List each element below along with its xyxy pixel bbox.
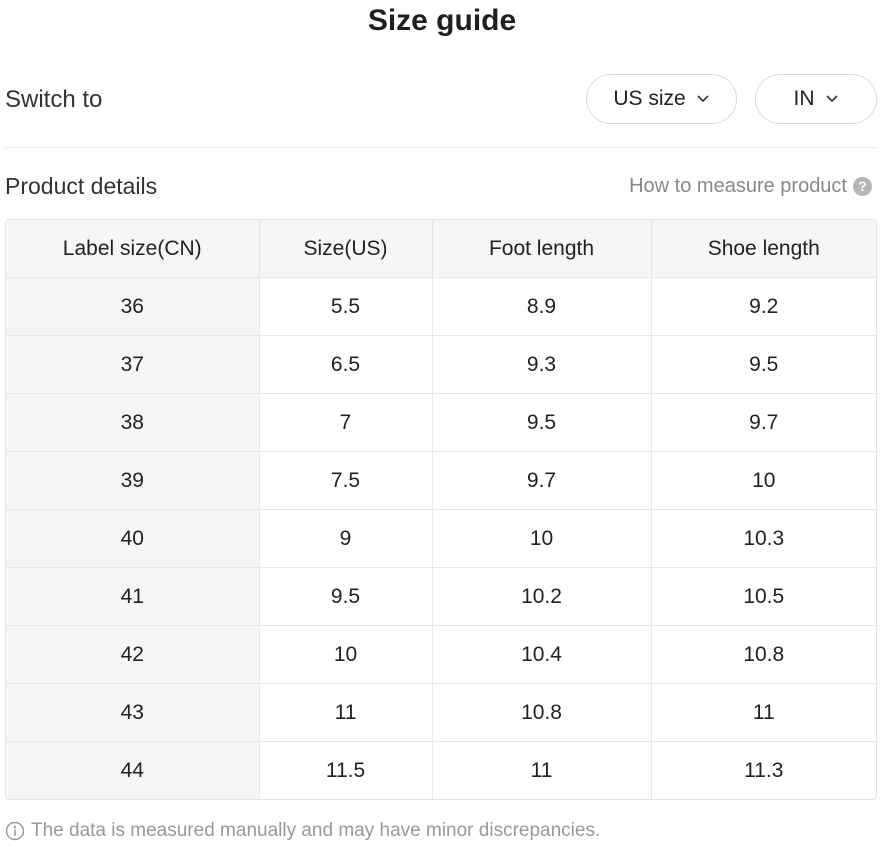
unit-dropdown[interactable]: IN [755, 74, 877, 124]
cell-shoe-length: 9.2 [651, 277, 876, 336]
cell-label-size: 38 [6, 393, 260, 452]
cell-label-size: 42 [6, 625, 260, 684]
cell-foot-length: 9.3 [432, 335, 652, 394]
cell-foot-length: 11 [432, 741, 652, 799]
size-system-dropdown[interactable]: US size [586, 74, 737, 124]
cell-shoe-length: 10.8 [651, 625, 876, 684]
cell-foot-length: 10.8 [432, 683, 652, 742]
cell-label-size: 44 [6, 741, 260, 799]
cell-size-us: 5.5 [259, 277, 433, 336]
cell-size-us: 11.5 [259, 741, 433, 799]
info-circle-icon [5, 821, 25, 841]
cell-label-size: 40 [6, 509, 260, 568]
divider [5, 147, 877, 148]
table-row: 44 11.5 11 11.3 [6, 741, 876, 799]
header-label-size: Label size(CN) [6, 220, 260, 278]
cell-size-us: 11 [259, 683, 433, 742]
cell-foot-length: 10 [432, 509, 652, 568]
how-to-measure-link[interactable]: How to measure product ? [629, 166, 872, 206]
header-size-us: Size(US) [259, 220, 433, 278]
cell-label-size: 39 [6, 451, 260, 510]
cell-size-us: 7.5 [259, 451, 433, 510]
table-row: 38 7 9.5 9.7 [6, 393, 876, 452]
size-system-value: US size [613, 87, 686, 110]
header-foot-length: Foot length [432, 220, 652, 278]
cell-foot-length: 8.9 [432, 277, 652, 336]
header-shoe-length: Shoe length [651, 220, 876, 278]
cell-size-us: 9 [259, 509, 433, 568]
how-to-measure-text: How to measure product [629, 175, 847, 197]
cell-label-size: 43 [6, 683, 260, 742]
product-details-label: Product details [5, 173, 158, 199]
cell-shoe-length: 9.5 [651, 335, 876, 394]
cell-foot-length: 9.7 [432, 451, 652, 510]
cell-foot-length: 10.4 [432, 625, 652, 684]
question-circle-icon: ? [853, 176, 872, 196]
cell-foot-length: 10.2 [432, 567, 652, 626]
disclaimer-text: The data is measured manually and may ha… [31, 820, 601, 841]
cell-shoe-length: 9.7 [651, 393, 876, 452]
table-row: 40 9 10 10.3 [6, 509, 876, 568]
product-details-row: Product details How to measure product ? [5, 166, 877, 206]
cell-shoe-length: 10 [651, 451, 876, 510]
cell-label-size: 41 [6, 567, 260, 626]
table-row: 39 7.5 9.7 10 [6, 451, 876, 510]
cell-shoe-length: 10.3 [651, 509, 876, 568]
cell-foot-length: 9.5 [432, 393, 652, 452]
cell-label-size: 37 [6, 335, 260, 394]
unit-value: IN [793, 87, 815, 110]
page-title: Size guide [367, 4, 517, 37]
table-row: 43 11 10.8 11 [6, 683, 876, 742]
disclaimer: The data is measured manually and may ha… [5, 816, 600, 846]
switch-row: Switch to US size IN [5, 74, 877, 126]
table-row: 36 5.5 8.9 9.2 [6, 277, 876, 336]
table-header-row: Label size(CN) Size(US) Foot length Shoe… [6, 220, 876, 278]
table-row: 41 9.5 10.2 10.5 [6, 567, 876, 626]
table-row: 37 6.5 9.3 9.5 [6, 335, 876, 394]
table-row: 42 10 10.4 10.8 [6, 625, 876, 684]
cell-size-us: 9.5 [259, 567, 433, 626]
cell-shoe-length: 11 [651, 683, 876, 742]
switch-label: Switch to [5, 86, 103, 113]
cell-label-size: 36 [6, 277, 260, 336]
cell-size-us: 7 [259, 393, 433, 452]
chevron-down-icon [697, 95, 709, 103]
cell-shoe-length: 11.3 [744, 758, 784, 782]
chevron-down-icon [825, 95, 838, 103]
cell-size-us: 10 [259, 625, 433, 684]
size-table: Label size(CN) Size(US) Foot length Shoe… [5, 219, 877, 800]
cell-shoe-length: 10.5 [651, 567, 876, 626]
cell-size-us: 6.5 [259, 335, 433, 394]
